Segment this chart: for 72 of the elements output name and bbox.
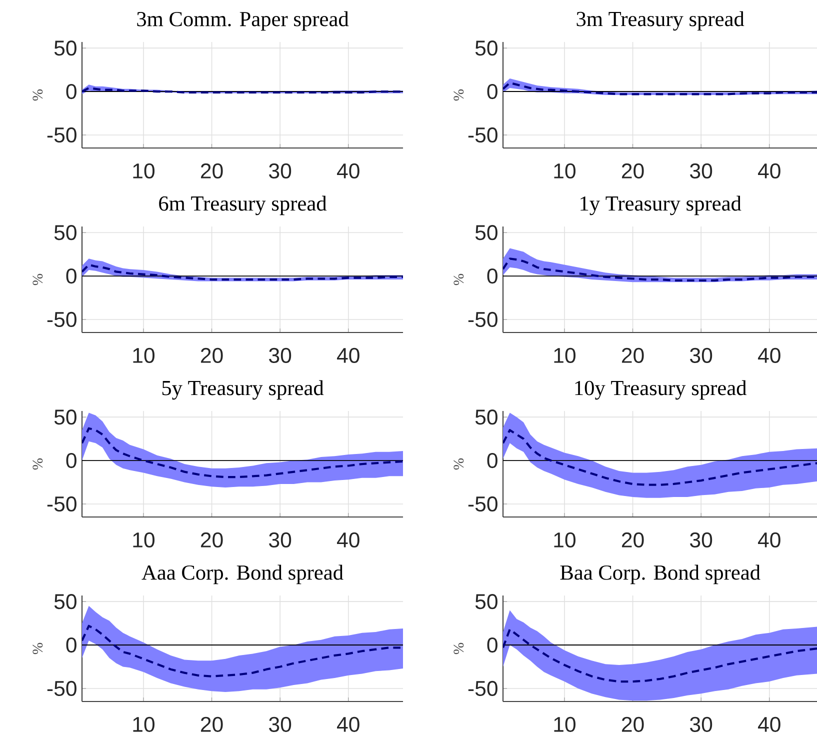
y-tick-label: -50: [468, 496, 498, 512]
y-tick-label: 50: [54, 40, 76, 56]
x-tick-label: 40: [336, 348, 360, 363]
y-tick-label: 50: [475, 594, 498, 610]
y-axis-title: %: [454, 274, 464, 286]
x-tick-label: 40: [336, 163, 360, 178]
y-axis-title: %: [32, 89, 43, 101]
y-tick-label: -50: [468, 127, 498, 143]
x-tick-label: 30: [269, 163, 292, 178]
x-tick-label: 20: [622, 532, 644, 548]
x-tick-label: 20: [200, 348, 223, 363]
x-tick-label: 10: [133, 532, 154, 548]
x-tick-label: 40: [758, 348, 780, 363]
x-tick-label: 30: [269, 532, 292, 548]
x-tick-label: 30: [690, 716, 712, 732]
y-tick-label: 50: [475, 225, 498, 240]
y-tick-label: 0: [487, 452, 498, 468]
x-tick-label: 30: [269, 348, 292, 363]
x-tick-label: 20: [622, 348, 644, 363]
x-tick-label: 30: [690, 532, 712, 548]
x-tick-label: 40: [758, 163, 780, 178]
x-tick-label: 20: [200, 716, 223, 732]
chart-title: Aaa Corp. Bond spread: [142, 564, 344, 584]
x-tick-label: 40: [758, 532, 780, 548]
chart-title: Baa Corp. Bond spread: [560, 564, 760, 584]
x-tick-label: 30: [690, 348, 712, 363]
x-tick-label: 20: [200, 163, 223, 178]
y-tick-label: -50: [47, 312, 76, 328]
y-tick-label: -50: [468, 312, 498, 328]
x-tick-label: 30: [690, 163, 712, 178]
y-tick-label: 0: [487, 268, 498, 284]
y-tick-label: -50: [47, 680, 76, 696]
y-axis-title: %: [454, 89, 464, 101]
x-tick-label: 10: [554, 163, 576, 178]
y-tick-label: 0: [487, 637, 498, 653]
chart-title: 1y Treasury spread: [580, 196, 742, 216]
y-tick-label: 50: [54, 410, 76, 425]
x-tick-label: 40: [336, 532, 360, 548]
y-tick-label: 0: [66, 84, 76, 100]
y-axis-title: %: [32, 274, 43, 286]
chart-title: 3m Comm. Paper spread: [137, 11, 349, 31]
y-axis-title: %: [454, 458, 464, 470]
y-tick-label: 50: [54, 594, 76, 610]
y-tick-label: -50: [47, 496, 76, 512]
x-tick-label: 40: [758, 716, 780, 732]
y-axis-title: %: [454, 642, 464, 654]
y-tick-label: 50: [475, 410, 498, 425]
x-tick-label: 20: [622, 716, 644, 732]
y-tick-label: -50: [468, 680, 498, 696]
x-tick-label: 40: [336, 716, 360, 732]
y-tick-label: 0: [66, 637, 76, 653]
y-tick-label: 50: [475, 40, 498, 56]
x-tick-label: 20: [622, 163, 644, 178]
x-tick-label: 10: [133, 716, 154, 732]
x-tick-label: 10: [554, 532, 576, 548]
y-tick-label: 0: [66, 268, 76, 284]
chart-title: 5y Treasury spread: [162, 380, 324, 400]
x-tick-label: 30: [269, 716, 292, 732]
chart-title: 10y Treasury spread: [575, 380, 747, 400]
y-axis-title: %: [32, 458, 43, 470]
chart-title: 3m Treasury spread: [576, 11, 744, 31]
y-tick-label: 50: [54, 225, 76, 240]
chart-title: 6m Treasury spread: [159, 196, 327, 216]
y-axis-title: %: [32, 642, 43, 654]
y-tick-label: 0: [66, 452, 76, 468]
y-tick-label: 0: [487, 84, 498, 100]
y-tick-label: -50: [47, 127, 76, 143]
x-tick-label: 10: [133, 163, 154, 178]
x-tick-label: 10: [554, 348, 576, 363]
x-tick-label: 10: [554, 716, 576, 732]
x-tick-label: 10: [133, 348, 154, 363]
x-tick-label: 20: [200, 532, 223, 548]
